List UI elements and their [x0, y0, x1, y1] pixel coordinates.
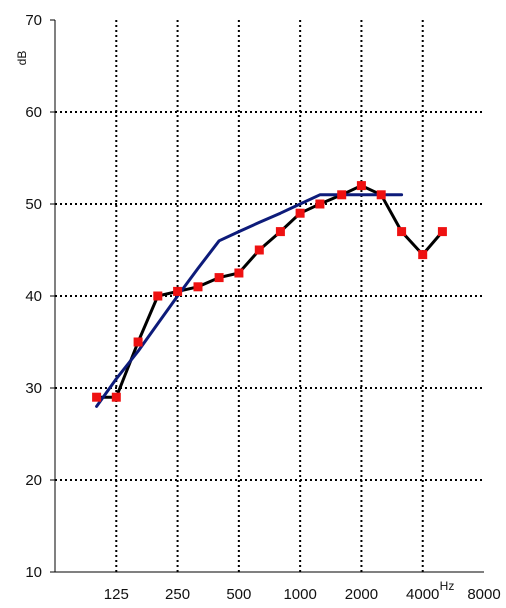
series-layer: [95, 184, 444, 408]
y-tick-label: 30: [25, 380, 42, 397]
data-point-marker: [234, 268, 244, 278]
x-tick-label: 8000: [467, 586, 500, 603]
marker-layer: [92, 181, 447, 402]
data-point-marker: [337, 190, 347, 200]
y-tick-label: 20: [25, 472, 42, 489]
data-point-marker: [153, 291, 163, 301]
data-point-marker: [275, 227, 285, 237]
y-tick-label: 40: [25, 288, 42, 305]
data-point-marker: [315, 199, 325, 209]
data-point-marker: [173, 286, 183, 296]
grid-layer: [55, 20, 484, 572]
x-tick-label: 4000: [406, 586, 439, 603]
data-point-marker: [214, 273, 224, 283]
axes-layer: [50, 19, 484, 573]
measured-series-line: [95, 184, 444, 399]
data-point-marker: [418, 250, 428, 260]
data-point-marker: [397, 227, 407, 237]
y-tick-label: 70: [25, 12, 42, 29]
data-point-marker: [111, 392, 121, 402]
y-tick-label: 60: [25, 104, 42, 121]
data-point-marker: [376, 190, 386, 200]
data-point-marker: [356, 181, 366, 191]
data-point-marker: [133, 337, 143, 347]
tick-label-layer: 125 250 500 1000 2000 4000 8000 10 20 30 40 50 60 70: [25, 12, 500, 603]
data-point-marker: [254, 245, 264, 255]
data-point-marker: [437, 227, 447, 237]
x-axis-label: Hz: [440, 579, 455, 593]
y-axis-label: dB: [15, 51, 29, 66]
x-tick-label: 2000: [345, 586, 378, 603]
x-tick-label: 500: [226, 586, 251, 603]
data-point-marker: [193, 282, 203, 292]
plot-background: [55, 20, 484, 572]
y-tick-label: 10: [25, 564, 42, 581]
x-tick-label: 1000: [283, 586, 316, 603]
x-tick-label: 250: [165, 586, 190, 603]
data-point-marker: [92, 392, 102, 402]
x-tick-label: 125: [104, 586, 129, 603]
data-point-marker: [295, 208, 305, 218]
reference-series-line: [95, 193, 404, 408]
y-tick-label: 50: [25, 196, 42, 213]
